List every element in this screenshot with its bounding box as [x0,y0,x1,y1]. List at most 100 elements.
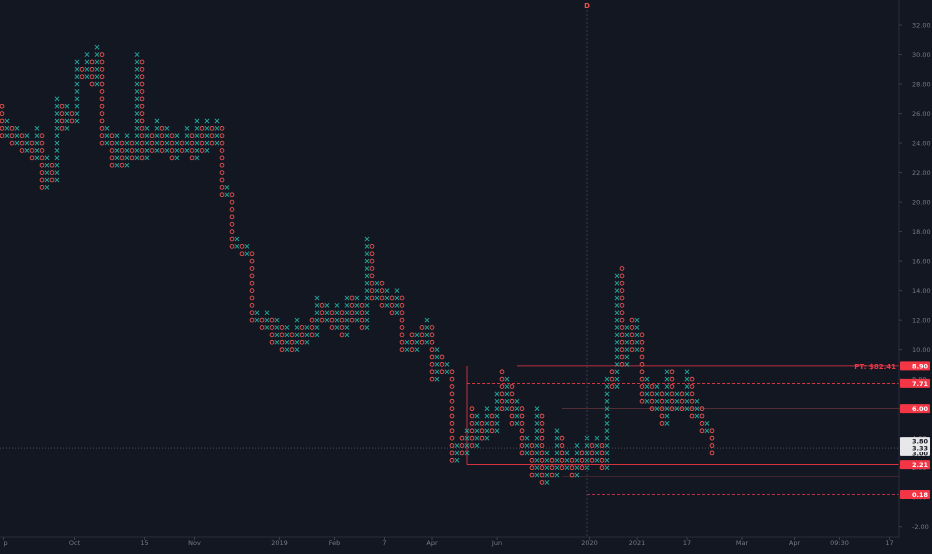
x-mark [44,170,50,176]
x-mark [144,140,150,146]
x-mark [474,428,480,434]
o-mark [349,303,355,308]
x-mark [34,133,40,139]
o-mark [249,258,255,264]
o-mark [29,148,35,153]
x-mark [394,288,400,294]
o-column [409,332,415,352]
x-mark [614,354,620,360]
x-mark [184,125,190,131]
o-mark [419,339,425,345]
o-mark [139,89,145,94]
dividend-marker[interactable]: D [584,2,590,10]
time-tick-label: Nov [188,539,201,547]
o-mark [559,465,565,471]
x-mark [294,347,300,353]
x-column [484,406,490,441]
x-mark [624,361,630,367]
x-mark [294,317,300,323]
o-mark [689,398,695,404]
x-mark [364,273,370,279]
x-mark [454,457,460,463]
o-mark [289,339,295,345]
o-mark [459,450,465,456]
x-mark [614,317,620,323]
o-mark [659,391,665,397]
o-mark [519,450,525,456]
o-mark [229,244,235,249]
o-mark [59,118,65,124]
o-column [329,310,335,330]
x-mark [604,406,610,412]
time-tick-label: Mar [736,539,749,547]
x-mark [704,420,710,426]
x-mark [64,111,70,117]
o-mark [399,332,405,338]
o-mark [169,140,175,146]
x-mark [454,450,460,456]
o-mark [429,332,435,338]
x-column [214,118,220,146]
x-mark [74,74,80,80]
price-axis[interactable]: -2.000.002.004.006.008.0010.0012.0014.00… [898,0,932,550]
x-column [534,406,540,478]
o-mark [219,185,225,190]
x-mark [284,332,290,338]
x-column [704,420,710,434]
x-mark [94,44,100,50]
x-mark [264,325,270,330]
level-tag-3-label: 2.21 [912,461,929,469]
time-axis[interactable]: p Oct 15 Nov 2019 Feb 7 Apr Jun 2020 2021 17 Mar Apr 0… [0,536,899,547]
o-mark [59,111,65,116]
x-mark [64,125,70,131]
o-mark [99,133,105,139]
o-mark [169,155,175,161]
o-column [49,162,55,183]
x-mark [654,406,660,412]
o-mark [19,133,25,139]
x-mark [134,96,140,102]
x-mark [94,59,100,65]
x-column [524,435,530,456]
x-mark [354,295,360,301]
x-mark [324,310,330,316]
o-mark [709,450,715,456]
o-mark [139,66,145,72]
x-mark [54,96,60,102]
o-mark [559,457,565,463]
x-column [134,52,140,161]
o-mark [0,103,5,109]
o-mark [109,155,115,161]
o-mark [289,332,295,338]
o-mark [249,303,255,308]
x-mark [164,125,170,131]
o-mark [69,118,75,124]
time-tick-label: 7 [382,539,386,547]
o-mark [459,443,465,448]
o-mark [399,325,405,330]
o-column [479,421,485,441]
o-mark [639,398,645,404]
o-mark [399,347,405,352]
x-mark [554,457,560,463]
x-mark [384,295,390,301]
o-mark [409,347,415,352]
price-axis-bg [899,0,932,550]
o-column [489,413,495,434]
x-mark [504,384,510,389]
x-column [554,428,560,478]
x-mark [14,133,20,139]
o-mark [629,347,635,352]
o-mark [29,140,35,146]
o-mark [249,266,255,271]
o-mark [529,450,535,456]
o-mark [379,303,385,308]
o-mark [249,273,255,279]
x-mark [324,317,330,323]
x-mark [154,140,160,146]
o-mark [249,317,255,323]
o-mark [569,465,575,471]
o-mark [189,133,195,139]
